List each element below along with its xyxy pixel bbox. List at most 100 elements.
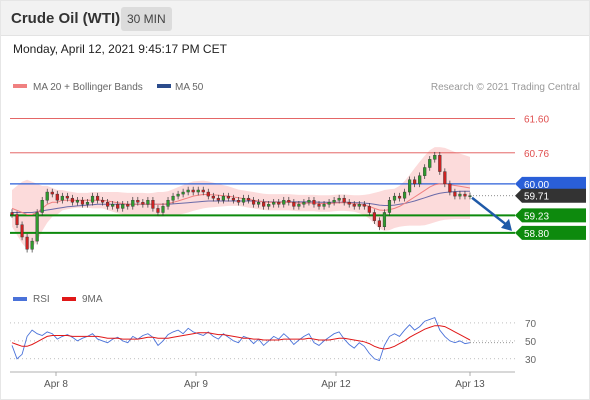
rsi-tick-label: 30 bbox=[525, 355, 537, 366]
candle-body bbox=[70, 197, 74, 203]
candle-body bbox=[352, 204, 356, 207]
support-label: 59.23 bbox=[524, 211, 549, 222]
candle-body bbox=[166, 200, 170, 207]
candle-body bbox=[418, 175, 422, 185]
candle-body bbox=[342, 197, 346, 203]
candle-body bbox=[171, 195, 175, 201]
candle-body bbox=[106, 202, 110, 207]
candle-body bbox=[357, 204, 361, 207]
candle-body bbox=[101, 200, 105, 203]
ma50-line bbox=[12, 190, 470, 213]
candle-body bbox=[226, 195, 231, 199]
rsi-tick-label: 70 bbox=[525, 319, 537, 330]
rsi-pane: 30 50 70 bbox=[10, 317, 537, 366]
candle-body bbox=[216, 197, 220, 201]
candle-body bbox=[55, 193, 59, 201]
candle-body bbox=[161, 206, 165, 213]
legend-label-rsi: RSI bbox=[33, 294, 50, 305]
candle-body bbox=[206, 191, 210, 197]
candle-body bbox=[317, 204, 321, 207]
candle-body bbox=[377, 220, 381, 228]
candle-body bbox=[468, 195, 472, 197]
ma20-line bbox=[11, 183, 471, 215]
candle-body bbox=[287, 200, 291, 203]
candle-body bbox=[40, 200, 44, 213]
candle-body bbox=[65, 195, 69, 199]
candle-body bbox=[151, 200, 155, 209]
candle-body bbox=[80, 200, 85, 205]
candle-body bbox=[382, 212, 387, 228]
candle-body bbox=[443, 171, 447, 185]
candle-body bbox=[50, 191, 54, 195]
candle-body bbox=[322, 204, 326, 207]
candle-body bbox=[90, 195, 95, 203]
candle-body bbox=[453, 191, 457, 197]
x-tick-label: Apr 13 bbox=[455, 379, 485, 390]
candle-body bbox=[312, 200, 316, 205]
x-tick-label: Apr 12 bbox=[321, 379, 351, 390]
candle-body bbox=[257, 202, 261, 205]
candle-body bbox=[111, 204, 115, 207]
candle-body bbox=[413, 179, 417, 185]
candle-body bbox=[428, 159, 432, 168]
resistance-label: 60.76 bbox=[524, 149, 549, 160]
candle-body bbox=[251, 200, 256, 205]
candle-body bbox=[45, 191, 49, 201]
candle-body bbox=[236, 200, 241, 203]
candle-body bbox=[60, 195, 64, 201]
support-tag bbox=[515, 208, 586, 223]
legend-swatch-ma20 bbox=[13, 84, 27, 88]
header-bar: Crude Oil (WTI) 30 MIN bbox=[0, 0, 590, 36]
candle-body bbox=[136, 200, 140, 203]
candle-body bbox=[448, 183, 452, 193]
candle-body bbox=[267, 204, 271, 207]
forecast-arrow bbox=[471, 196, 509, 227]
rsi-line bbox=[11, 317, 471, 362]
x-axis: Apr 8 Apr 9 Apr 12 Apr 13 bbox=[10, 371, 515, 390]
legend-label-ma50: MA 50 bbox=[175, 82, 204, 93]
candle-body bbox=[347, 202, 351, 205]
last-price-tag bbox=[515, 188, 586, 203]
candle-body bbox=[221, 195, 225, 201]
candle-body bbox=[10, 212, 14, 215]
candle-body bbox=[25, 236, 29, 250]
candle-body bbox=[337, 197, 341, 201]
candle-body bbox=[458, 193, 462, 197]
candle-body bbox=[277, 202, 281, 205]
candle-body bbox=[246, 197, 251, 201]
last-price-label: 59.71 bbox=[524, 192, 549, 203]
candle-body bbox=[131, 200, 135, 207]
x-tick-label: Apr 8 bbox=[44, 379, 68, 390]
candle-body bbox=[146, 200, 150, 205]
candle-body bbox=[463, 193, 467, 197]
instrument-title: Crude Oil (WTI) bbox=[11, 10, 121, 27]
candle-body bbox=[282, 200, 286, 205]
candle-body bbox=[35, 212, 39, 242]
rsi-tick-label: 50 bbox=[525, 337, 537, 348]
candle-body bbox=[307, 200, 311, 203]
resistance-label: 61.60 bbox=[524, 114, 549, 125]
rsi-legend: RSI 9MA bbox=[13, 294, 103, 305]
candle-body bbox=[332, 200, 336, 203]
candle-body bbox=[201, 189, 205, 193]
candle-body bbox=[121, 204, 125, 209]
candle-body bbox=[402, 191, 407, 199]
candle-body bbox=[408, 179, 412, 193]
price-legend: MA 20 + Bollinger Bands MA 50 Research ©… bbox=[13, 82, 580, 93]
candle-body bbox=[262, 202, 266, 207]
candle-body bbox=[211, 195, 215, 199]
candle-body bbox=[116, 204, 120, 209]
forecast-arrowhead bbox=[501, 218, 512, 231]
candle-body bbox=[20, 224, 24, 238]
legend-swatch-ma50 bbox=[157, 84, 171, 88]
support-label: 58.80 bbox=[524, 229, 549, 240]
candle-body bbox=[297, 204, 301, 207]
timeframe-badge[interactable]: 30 MIN bbox=[121, 7, 172, 31]
candle-body bbox=[433, 155, 437, 160]
candle-body bbox=[85, 202, 90, 205]
candle-body bbox=[186, 189, 190, 193]
candle-body bbox=[141, 202, 145, 205]
candle-body bbox=[126, 204, 130, 207]
